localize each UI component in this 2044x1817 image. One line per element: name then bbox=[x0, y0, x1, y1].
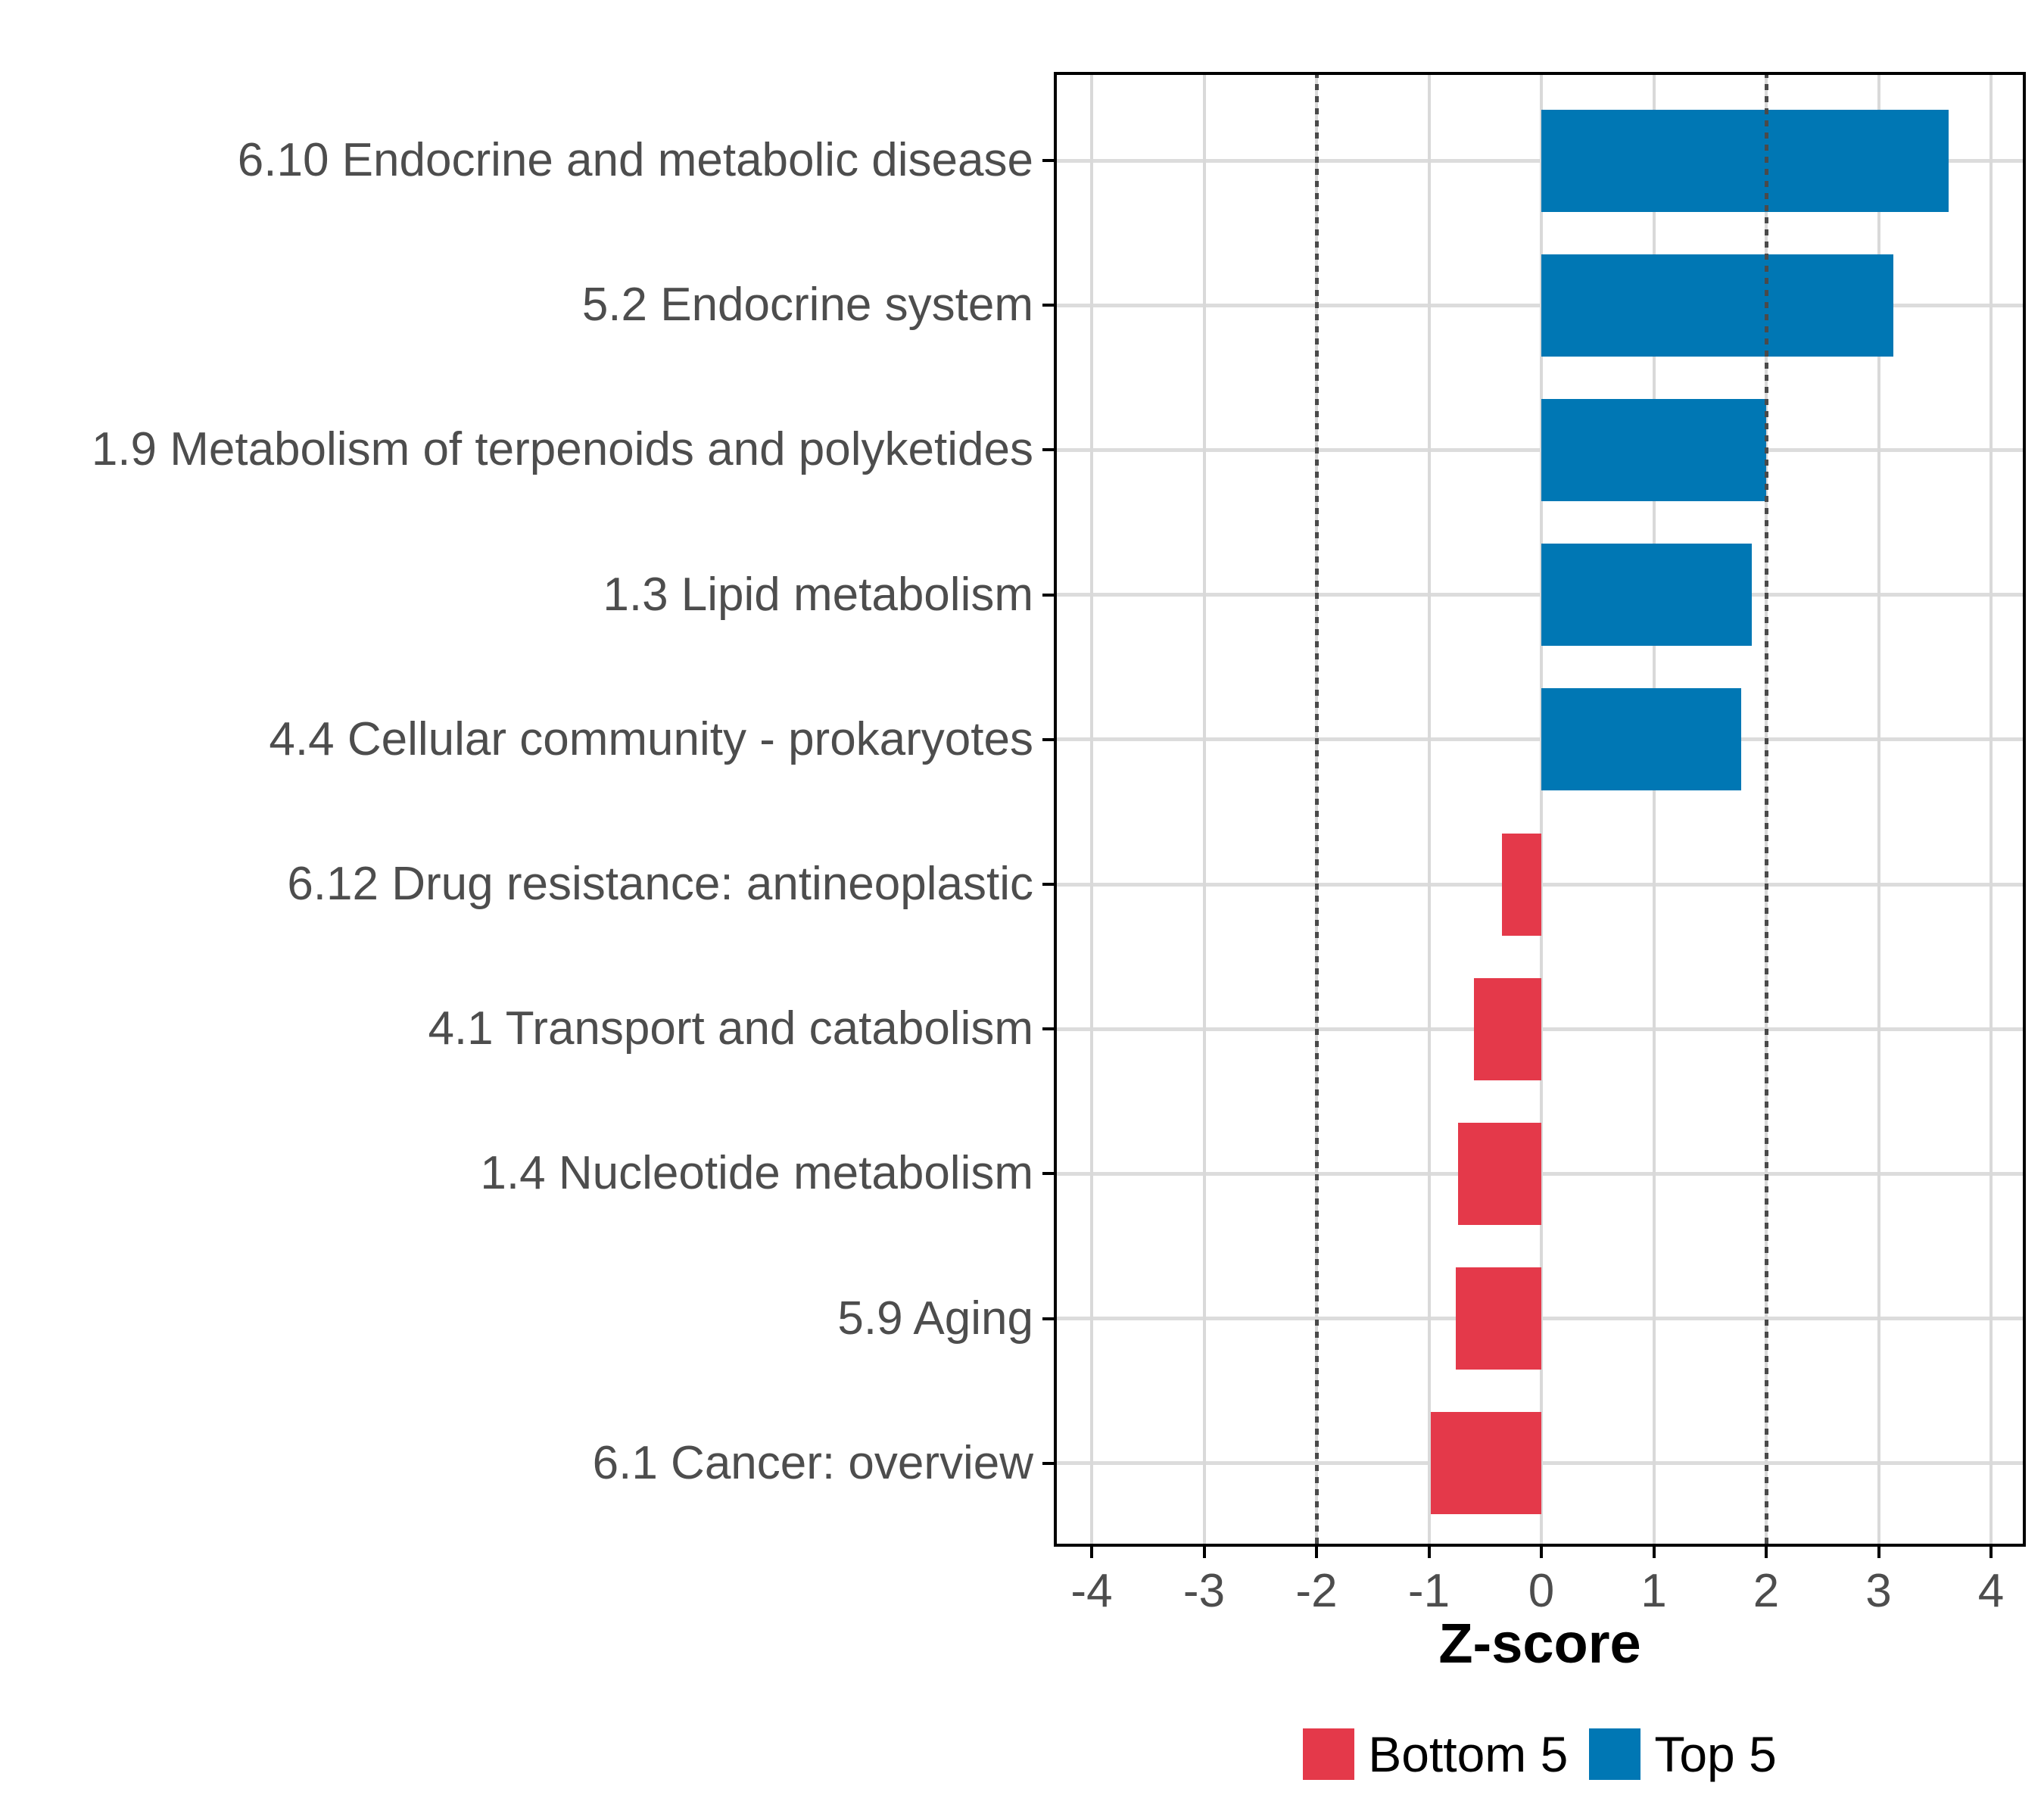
legend-item: Bottom 5 bbox=[1303, 1725, 1568, 1783]
y-axis-label: 6.10 Endocrine and metabolic disease bbox=[237, 134, 1033, 186]
reference-line bbox=[1764, 72, 1768, 1547]
reference-line bbox=[1314, 72, 1319, 1547]
x-axis-tick-label: 2 bbox=[1753, 1565, 1780, 1617]
y-axis-tick bbox=[1042, 1317, 1054, 1320]
x-axis-tick bbox=[1090, 1547, 1093, 1558]
x-axis-tick-label: -4 bbox=[1070, 1565, 1113, 1617]
v-gridline bbox=[1202, 72, 1206, 1547]
y-axis-label: 4.4 Cellular community - prokaryotes bbox=[269, 712, 1033, 765]
x-axis-title: Z-score bbox=[1438, 1612, 1641, 1675]
y-axis-label: 6.12 Drug resistance: antineoplastic bbox=[287, 858, 1033, 910]
x-axis-tick bbox=[1765, 1547, 1768, 1558]
v-gridline bbox=[1877, 72, 1880, 1547]
v-gridline bbox=[1652, 72, 1656, 1547]
legend-label: Top 5 bbox=[1654, 1726, 1777, 1782]
x-axis-tick bbox=[1877, 1547, 1880, 1558]
legend-item: Top 5 bbox=[1589, 1725, 1777, 1783]
y-axis-tick bbox=[1042, 1172, 1054, 1176]
v-gridline bbox=[1989, 72, 1993, 1547]
y-axis-label: 1.9 Metabolism of terpenoids and polyket… bbox=[91, 423, 1033, 476]
y-axis-tick bbox=[1042, 883, 1054, 886]
v-gridline bbox=[1427, 72, 1431, 1547]
y-axis-tick bbox=[1042, 737, 1054, 741]
legend: Bottom 5 Top 5 bbox=[1054, 1720, 2026, 1788]
bar-top5 bbox=[1541, 109, 1949, 212]
v-gridline bbox=[1090, 72, 1093, 1547]
legend-label: Bottom 5 bbox=[1368, 1726, 1569, 1782]
y-axis-label: 5.2 Endocrine system bbox=[581, 279, 1033, 332]
x-axis-tick bbox=[1427, 1547, 1431, 1558]
x-axis-tick-label: -1 bbox=[1407, 1565, 1450, 1617]
y-axis-label: 1.3 Lipid metabolism bbox=[603, 568, 1033, 621]
y-axis-tick bbox=[1042, 1027, 1054, 1031]
x-axis-tick bbox=[1202, 1547, 1206, 1558]
bar-bottom5 bbox=[1431, 1412, 1541, 1515]
x-axis-tick bbox=[1315, 1547, 1318, 1558]
x-axis-tick-label: -3 bbox=[1182, 1565, 1226, 1617]
x-axis-tick-label: 4 bbox=[1977, 1565, 2005, 1617]
x-axis-tick bbox=[1989, 1547, 1993, 1558]
bar-top5 bbox=[1541, 398, 1766, 501]
x-axis-tick bbox=[1540, 1547, 1543, 1558]
bar-top5 bbox=[1541, 688, 1742, 791]
bar-top5 bbox=[1541, 544, 1752, 647]
y-axis-tick bbox=[1042, 593, 1054, 597]
bar-bottom5 bbox=[1473, 977, 1541, 1080]
bar-top5 bbox=[1541, 254, 1893, 357]
v-gridline bbox=[1540, 72, 1543, 1547]
bar-bottom5 bbox=[1458, 1122, 1541, 1225]
y-axis-tick bbox=[1042, 1461, 1054, 1465]
y-axis-label: 5.9 Aging bbox=[837, 1292, 1033, 1345]
x-axis-tick-label: 0 bbox=[1528, 1565, 1555, 1617]
x-axis-tick-label: 3 bbox=[1865, 1565, 1892, 1617]
y-axis-label: 1.4 Nucleotide metabolism bbox=[480, 1147, 1033, 1200]
plot-panel bbox=[1054, 72, 2026, 1547]
x-axis-tick bbox=[1652, 1547, 1656, 1558]
x-axis-tick-label: 1 bbox=[1640, 1565, 1667, 1617]
legend-swatch bbox=[1303, 1728, 1355, 1780]
y-axis-tick bbox=[1042, 159, 1054, 162]
y-axis-label: 4.1 Transport and catabolism bbox=[428, 1002, 1033, 1055]
legend-swatch bbox=[1589, 1728, 1641, 1780]
bar-bottom5 bbox=[1456, 1267, 1541, 1370]
x-axis-tick-label: -2 bbox=[1295, 1565, 1338, 1617]
y-axis-tick bbox=[1042, 448, 1054, 452]
y-axis-label: 6.1 Cancer: overview bbox=[592, 1436, 1033, 1489]
y-axis-tick bbox=[1042, 304, 1054, 307]
bar-bottom5 bbox=[1502, 833, 1541, 936]
